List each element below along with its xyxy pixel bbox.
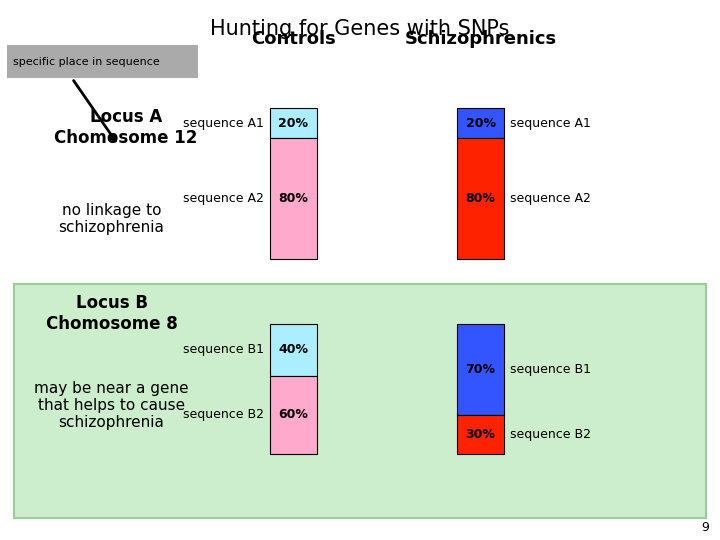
Text: may be near a gene
that helps to cause
schizophrenia: may be near a gene that helps to cause s… — [35, 381, 189, 430]
Text: Locus A
Chomosome 12: Locus A Chomosome 12 — [54, 108, 198, 147]
Bar — [270, 108, 317, 138]
Text: 70%: 70% — [466, 363, 495, 376]
Text: no linkage to
schizophrenia: no linkage to schizophrenia — [58, 202, 165, 235]
Bar — [7, 45, 198, 78]
Text: sequence A2: sequence A2 — [510, 192, 590, 205]
Bar — [270, 324, 317, 376]
Text: 30%: 30% — [466, 428, 495, 441]
Text: Controls: Controls — [251, 30, 336, 48]
Text: 80%: 80% — [279, 192, 308, 205]
Bar — [457, 324, 504, 415]
Text: 40%: 40% — [279, 343, 308, 356]
Bar — [457, 138, 504, 259]
Bar — [14, 284, 706, 518]
Text: sequence B1: sequence B1 — [183, 343, 264, 356]
Bar — [270, 376, 317, 454]
Text: sequence A1: sequence A1 — [184, 117, 264, 130]
Text: 20%: 20% — [466, 117, 495, 130]
Text: 20%: 20% — [279, 117, 308, 130]
Bar — [457, 108, 504, 138]
Text: Hunting for Genes with SNPs: Hunting for Genes with SNPs — [210, 19, 510, 39]
Text: 80%: 80% — [466, 192, 495, 205]
Text: 9: 9 — [701, 521, 709, 534]
Text: Locus B
Chomosome 8: Locus B Chomosome 8 — [46, 294, 177, 333]
Text: specific place in sequence: specific place in sequence — [13, 57, 160, 66]
Text: sequence B2: sequence B2 — [510, 428, 590, 441]
Text: sequence B1: sequence B1 — [510, 363, 590, 376]
Text: sequence A1: sequence A1 — [510, 117, 590, 130]
Text: 60%: 60% — [279, 408, 308, 421]
Text: sequence A2: sequence A2 — [184, 192, 264, 205]
Bar — [270, 138, 317, 259]
Text: Schizophrenics: Schizophrenics — [405, 30, 557, 48]
Bar — [457, 415, 504, 454]
Text: sequence B2: sequence B2 — [183, 408, 264, 421]
